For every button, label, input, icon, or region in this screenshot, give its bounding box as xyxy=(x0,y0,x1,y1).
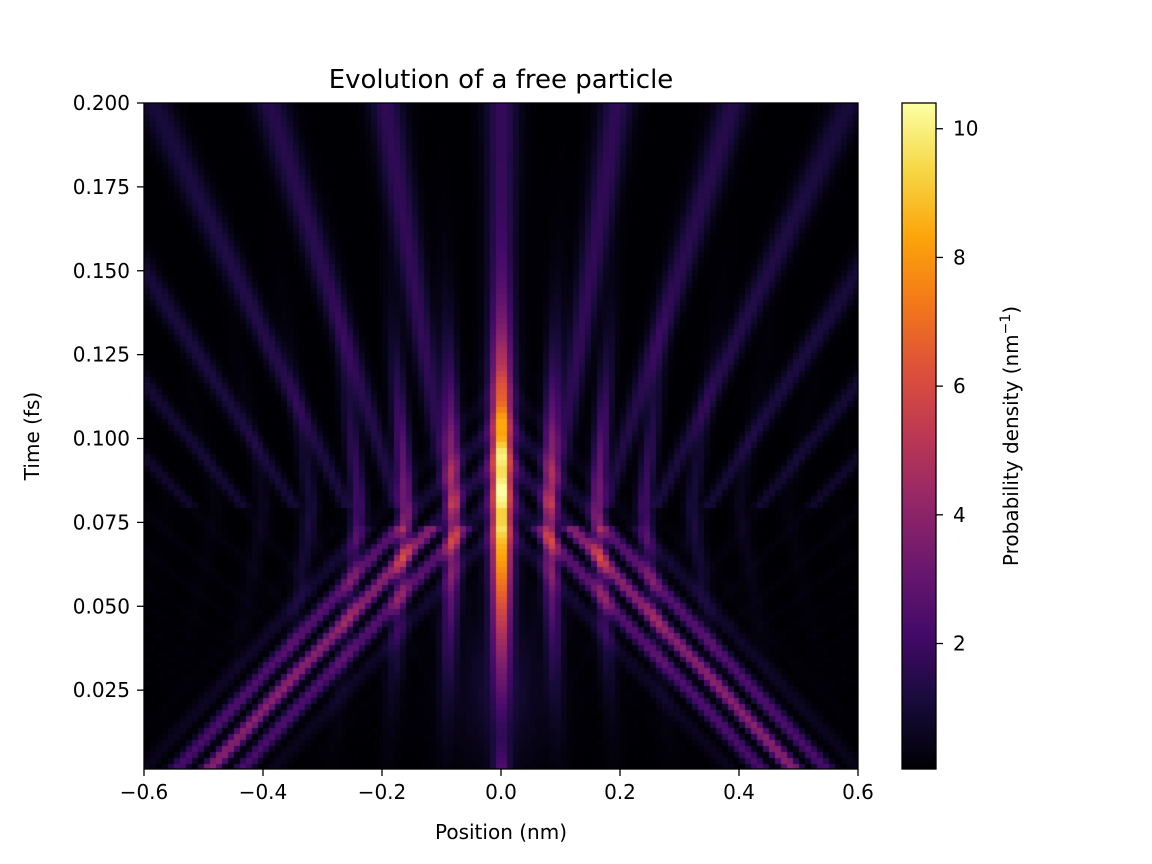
colorbar-tick-label: 4 xyxy=(953,503,966,527)
x-tick-label: −0.4 xyxy=(239,780,288,804)
y-tick-label: 0.050 xyxy=(73,594,130,618)
colorbar-tick-label: 10 xyxy=(953,117,978,141)
y-tick-label: 0.025 xyxy=(73,678,130,702)
heatmap-image xyxy=(144,103,858,769)
y-tick-label: 0.200 xyxy=(73,91,130,115)
colorbar-label-superscript: −1 xyxy=(998,314,1014,335)
colorbar-gradient xyxy=(901,102,937,770)
plot-area xyxy=(143,102,859,770)
x-axis: −0.6 −0.4 −0.2 0.0 0.2 0.4 0.6 xyxy=(120,769,874,804)
x-tick-label: −0.2 xyxy=(358,780,407,804)
x-tick-label: 0.6 xyxy=(842,780,874,804)
x-tick-label: −0.6 xyxy=(120,780,169,804)
x-tick-label: 0.0 xyxy=(485,780,517,804)
colorbar-ticks: 2 4 6 8 10 xyxy=(936,117,978,656)
colorbar: 2 4 6 8 10 Probability density (nm−1) xyxy=(901,102,1023,770)
colorbar-tick-label: 6 xyxy=(953,374,966,398)
y-tick-label: 0.150 xyxy=(73,259,130,283)
y-tick-label: 0.175 xyxy=(73,175,130,199)
y-axis: 0.025 0.050 0.075 0.100 0.125 0.150 0.175 0.200 xyxy=(73,91,144,702)
colorbar-label: Probability density (nm−1) xyxy=(998,306,1023,566)
x-tick-label: 0.2 xyxy=(604,780,636,804)
x-axis-label: Position (nm) xyxy=(435,820,567,844)
y-tick-label: 0.125 xyxy=(73,343,130,367)
y-tick-label: 0.100 xyxy=(73,427,130,451)
y-axis-label: Time (fs) xyxy=(20,392,44,481)
chart-title: Evolution of a free particle xyxy=(329,65,674,95)
colorbar-tick-label: 2 xyxy=(953,632,966,656)
colorbar-tick-label: 8 xyxy=(953,245,966,269)
y-tick-label: 0.075 xyxy=(73,510,130,534)
x-tick-label: 0.4 xyxy=(723,780,755,804)
